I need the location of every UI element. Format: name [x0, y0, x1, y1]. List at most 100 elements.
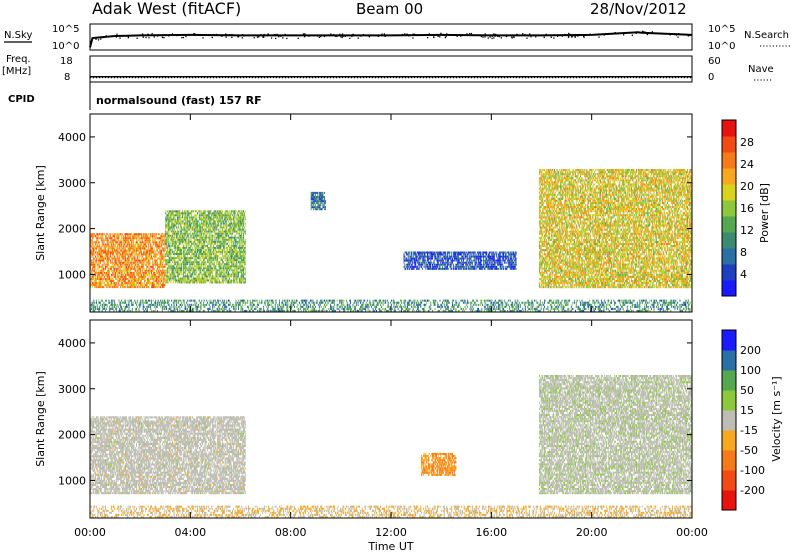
heatmap-cell	[205, 220, 206, 222]
heatmap-cell	[133, 256, 134, 258]
heatmap-cell	[134, 280, 135, 282]
heatmap-cell	[98, 260, 99, 262]
heatmap-cell	[118, 286, 119, 288]
heatmap-cell	[199, 275, 200, 277]
heatmap-cell	[160, 282, 161, 284]
heatmap-cell	[185, 280, 186, 282]
heatmap-cell	[220, 225, 221, 227]
noise-search-point	[342, 33, 343, 34]
heatmap-cell	[195, 255, 196, 257]
heatmap-cell	[155, 245, 156, 247]
heatmap-cell	[118, 245, 119, 247]
heatmap-cell	[164, 264, 165, 266]
heatmap-cell	[209, 227, 210, 229]
heatmap-cell	[157, 250, 158, 252]
heatmap-cell	[179, 220, 180, 222]
heatmap-cell	[167, 263, 168, 265]
heatmap-cell	[156, 235, 157, 237]
heatmap-cell	[96, 280, 97, 282]
heatmap-cell	[191, 275, 192, 277]
heatmap-cell	[212, 243, 213, 245]
noise-search-point	[568, 33, 569, 34]
heatmap-cell	[142, 268, 143, 270]
heatmap-cell	[174, 247, 175, 249]
heatmap-cell	[215, 280, 216, 282]
heatmap-cell	[167, 275, 168, 277]
heatmap-cell	[177, 241, 178, 243]
heatmap-cell	[185, 225, 186, 227]
heatmap-cell	[92, 286, 93, 288]
heatmap-cell	[226, 227, 227, 229]
heatmap-cell	[94, 245, 95, 247]
heatmap-cell	[200, 235, 201, 237]
heatmap-cell	[225, 265, 226, 267]
heatmap-cell	[105, 256, 106, 258]
heatmap-cell	[93, 280, 94, 282]
heatmap-cell	[95, 241, 96, 243]
heatmap-cell	[135, 245, 136, 247]
heatmap-cell	[150, 243, 151, 245]
heatmap-cell	[182, 223, 183, 225]
heatmap-cell	[224, 247, 225, 249]
heatmap-cell	[218, 263, 219, 265]
noise-search-point	[638, 31, 639, 32]
heatmap-cell	[98, 239, 99, 241]
heatmap-cell	[122, 239, 123, 241]
noise-search-point	[506, 36, 507, 37]
heatmap-cell	[201, 233, 202, 235]
heatmap-cell	[228, 220, 229, 222]
heatmap-cell	[181, 235, 182, 237]
heatmap-cell	[220, 247, 221, 249]
heatmap-cell	[229, 257, 230, 259]
heatmap-cell	[101, 252, 102, 254]
heatmap-cell	[160, 235, 161, 237]
heatmap-cell	[210, 245, 211, 247]
heatmap-cell	[146, 256, 147, 258]
heatmap-cell	[169, 235, 170, 237]
heatmap-cell	[119, 252, 120, 254]
heatmap-cell	[93, 258, 94, 260]
heatmap-cell	[190, 241, 191, 243]
heatmap-cell	[108, 254, 109, 256]
heatmap-cell	[209, 257, 210, 259]
noise-tick-left-bottom: 10^0	[52, 41, 79, 52]
noise-search-point	[497, 36, 498, 37]
heatmap-cell	[121, 241, 122, 243]
noise-search-point	[358, 38, 359, 39]
heatmap-cell	[216, 253, 217, 255]
noise-search-point	[557, 34, 558, 35]
noise-search-point	[446, 33, 447, 34]
heatmap-cell	[168, 255, 169, 257]
heatmap-cell	[202, 237, 203, 239]
heatmap-cell	[102, 280, 103, 282]
heatmap-cell	[151, 282, 152, 284]
heatmap-cell	[201, 267, 202, 269]
heatmap-cell	[214, 251, 215, 253]
heatmap-cell	[133, 284, 134, 286]
heatmap-cell	[115, 276, 116, 278]
heatmap-cell	[222, 212, 223, 214]
heatmap-cell	[94, 270, 95, 272]
heatmap-cell	[137, 280, 138, 282]
heatmap-cell	[205, 225, 206, 227]
heatmap-cell	[198, 220, 199, 222]
heatmap-cell	[130, 286, 131, 288]
heatmap-cell	[118, 254, 119, 256]
heatmap-cell	[151, 252, 152, 254]
heatmap-cell	[113, 278, 114, 280]
heatmap-cell	[137, 243, 138, 245]
heatmap-cell	[195, 267, 196, 269]
heatmap-cell	[139, 237, 140, 239]
heatmap-cell	[139, 245, 140, 247]
noise-search-point	[495, 36, 496, 37]
heatmap-cell	[218, 210, 219, 212]
heatmap-cell	[126, 266, 127, 268]
heatmap-cell	[116, 284, 117, 286]
heatmap-cell	[169, 280, 170, 282]
heatmap-cell	[160, 241, 161, 243]
heatmap-cell	[155, 243, 156, 245]
heatmap-cell	[149, 270, 150, 272]
heatmap-cell	[130, 250, 131, 252]
heatmap-cell	[137, 272, 138, 274]
heatmap-cell	[129, 278, 130, 280]
